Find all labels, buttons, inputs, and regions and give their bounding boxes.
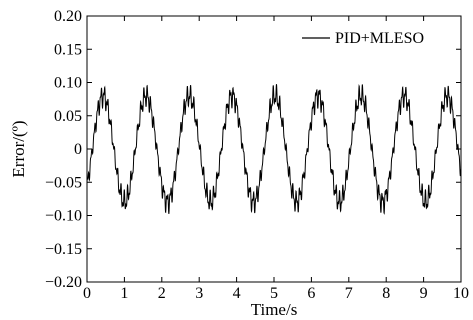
y-tick-label: 0.05 [54, 108, 82, 125]
x-tick-label: 7 [345, 285, 353, 302]
x-axis-label: Time/s [251, 300, 298, 319]
legend-label: PID+MLESO [335, 30, 424, 47]
y-tick-label: 0.10 [54, 75, 82, 92]
x-tick-label: 1 [120, 285, 128, 302]
y-tick-label: −0.20 [45, 274, 82, 291]
x-tick-label: 0 [83, 285, 91, 302]
y-tick-label: 0.20 [54, 8, 82, 25]
x-tick-label: 3 [195, 285, 203, 302]
x-axis-ticks: 0 1 2 3 4 5 6 7 8 9 10 [83, 16, 469, 302]
legend: PID+MLESO [302, 30, 424, 47]
y-tick-label: −0.10 [45, 208, 82, 225]
y-axis-ticks: 0.20 0.15 0.10 0.05 0 −0.05 −0.10 −0.15 −0.20 [45, 8, 461, 291]
x-tick-label: 9 [420, 285, 428, 302]
x-tick-label: 10 [453, 285, 469, 302]
series-line-0 [86, 83, 462, 215]
plot-frame [86, 15, 462, 283]
x-tick-label: 8 [382, 285, 390, 302]
y-tick-label: 0.15 [54, 41, 82, 58]
x-tick-label: 2 [158, 285, 166, 302]
series-layer [86, 83, 462, 215]
x-tick-label: 5 [270, 285, 278, 302]
y-axis-label: Error/(º) [9, 120, 28, 177]
y-tick-label: −0.05 [45, 174, 82, 191]
y-tick-label: −0.15 [45, 241, 82, 258]
x-tick-label: 4 [233, 285, 241, 302]
y-tick-label: 0 [74, 141, 82, 158]
x-tick-label: 6 [307, 285, 315, 302]
